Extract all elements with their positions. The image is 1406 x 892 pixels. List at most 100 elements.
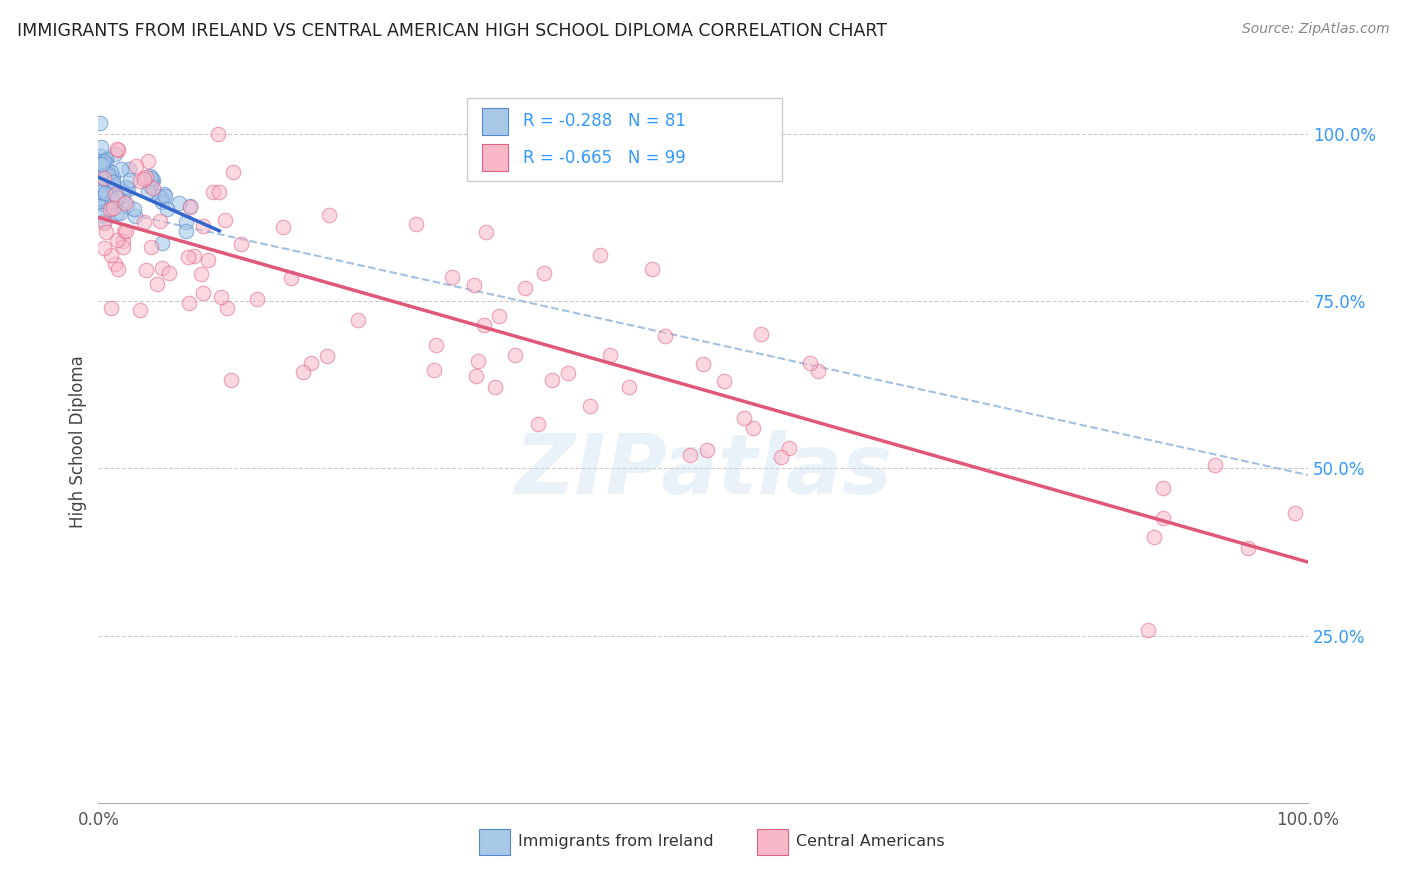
Point (799, 355, 821, 369)
Point (423, 363, 446, 377)
Point (1284, 506, 1306, 520)
FancyBboxPatch shape (467, 98, 782, 181)
Point (217, 301, 239, 315)
Point (221, 164, 243, 178)
Point (91, 197, 114, 211)
Point (89, 169, 111, 183)
Point (94, 225, 117, 239)
Point (167, 195, 190, 210)
Point (93, 169, 115, 183)
Point (94, 187, 117, 202)
Point (136, 153, 159, 168)
Point (105, 233, 128, 247)
Point (117, 182, 139, 196)
Point (713, 374, 735, 388)
Point (201, 185, 224, 199)
Point (475, 225, 498, 239)
Point (1143, 530, 1166, 544)
Point (93, 169, 115, 184)
Point (100, 165, 122, 179)
Text: Source: ZipAtlas.com: Source: ZipAtlas.com (1241, 22, 1389, 37)
Point (117, 198, 139, 212)
Point (104, 256, 127, 270)
Point (111, 234, 134, 248)
Point (124, 209, 146, 223)
Point (103, 201, 125, 215)
Point (87, 184, 110, 198)
Point (191, 219, 214, 233)
Point (142, 173, 165, 187)
Point (467, 354, 489, 368)
Point (179, 200, 201, 214)
Point (104, 146, 127, 161)
Text: R = -0.665   N = 99: R = -0.665 N = 99 (523, 149, 686, 167)
Point (145, 277, 167, 291)
Point (93, 173, 115, 187)
Point (98, 189, 121, 203)
Point (87, 157, 110, 171)
Point (89, 185, 111, 199)
Point (174, 215, 197, 229)
Point (115, 179, 138, 194)
Point (110, 161, 132, 176)
Point (107, 261, 129, 276)
Point (98, 171, 121, 186)
Point (806, 364, 828, 378)
Point (87, 184, 110, 198)
Point (136, 185, 159, 199)
Point (90, 157, 112, 171)
Point (87, 153, 110, 167)
Point (533, 266, 555, 280)
Point (1237, 541, 1260, 556)
Point (346, 313, 368, 327)
Point (214, 213, 236, 227)
Point (101, 194, 124, 209)
Point (599, 348, 621, 362)
Point (149, 214, 172, 228)
Point (87, 194, 110, 209)
Point (89, 115, 111, 129)
Point (135, 263, 157, 277)
Point (94, 189, 117, 203)
Point (90, 159, 112, 173)
Point (112, 224, 135, 238)
Point (741, 421, 763, 435)
Point (135, 169, 157, 184)
Point (93, 169, 115, 183)
Point (440, 269, 463, 284)
Point (149, 191, 172, 205)
Point (139, 178, 162, 193)
Point (617, 380, 640, 394)
Point (96, 178, 118, 192)
Point (488, 310, 510, 324)
Point (209, 290, 232, 304)
Point (318, 208, 340, 222)
Point (90, 185, 112, 199)
Point (93, 184, 115, 198)
Point (129, 302, 152, 317)
Point (94, 152, 117, 166)
Point (98, 202, 121, 216)
Point (696, 442, 718, 457)
Point (156, 202, 179, 216)
Point (579, 399, 602, 413)
Point (87, 177, 110, 191)
Point (183, 249, 205, 263)
Point (89, 192, 111, 206)
Point (280, 271, 302, 285)
Point (1136, 624, 1159, 638)
Point (179, 198, 201, 212)
Text: IMMIGRANTS FROM IRELAND VS CENTRAL AMERICAN HIGH SCHOOL DIPLOMA CORRELATION CHAR: IMMIGRANTS FROM IRELAND VS CENTRAL AMERI… (17, 22, 887, 40)
Point (692, 357, 714, 371)
Point (134, 215, 156, 229)
Point (91, 168, 114, 182)
Point (484, 380, 506, 394)
Point (89, 149, 111, 163)
Point (90, 208, 112, 222)
Point (101, 177, 124, 191)
Point (114, 196, 136, 211)
Point (1152, 510, 1174, 524)
Point (128, 174, 150, 188)
Point (100, 174, 122, 188)
Point (100, 181, 122, 195)
